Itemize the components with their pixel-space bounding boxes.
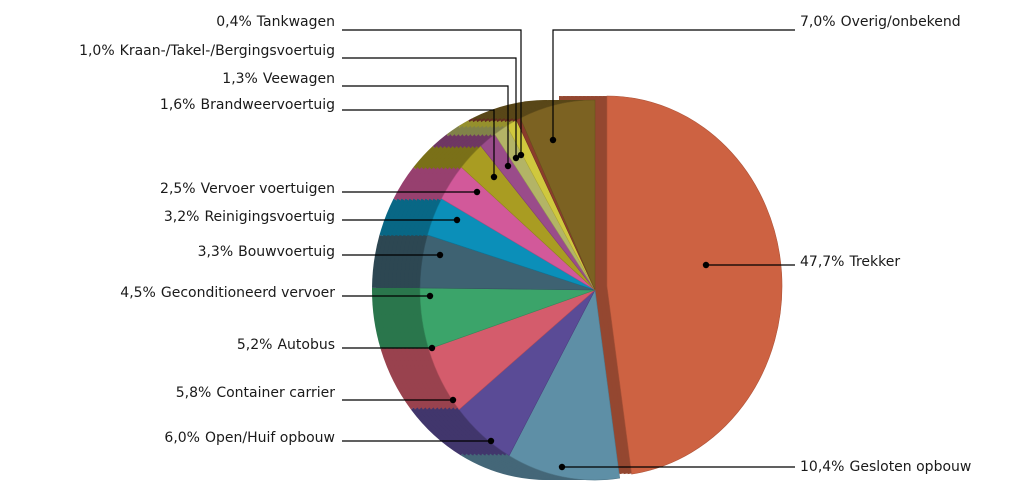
slice-label: 10,4% Gesloten opbouw (800, 459, 971, 475)
category-label: Bouwvoertuig (238, 244, 335, 260)
slice-label: 3,2% Reinigingsvoertuig (164, 209, 335, 225)
leader-dot (517, 151, 525, 159)
slice-label: 1,3% Veewagen (222, 71, 335, 87)
slice-label: 3,3% Bouwvoertuig (198, 244, 335, 260)
category-label: Vervoer voertuigen (201, 181, 335, 197)
slice-label: 5,8% Container carrier (176, 385, 335, 401)
category-label: Container carrier (216, 385, 335, 401)
value-label: 7,0% (800, 14, 836, 30)
category-label: Kraan-/Takel-/Bergingsvoertuig (120, 43, 335, 59)
leader-dot (428, 344, 436, 352)
leader-line (342, 57, 517, 158)
category-label: Tankwagen (256, 14, 335, 30)
leader-dot (504, 162, 512, 170)
slice-label: 1,0% Kraan-/Takel-/Bergingsvoertuig (79, 43, 335, 59)
slice (606, 95, 783, 475)
slice-label: 1,6% Brandweervoertuig (160, 97, 335, 113)
value-label: 1,3% (222, 71, 258, 87)
leader-line (342, 85, 509, 166)
leader-dot (549, 136, 557, 144)
category-label: Overig/onbekend (841, 14, 961, 30)
category-label: Veewagen (263, 71, 335, 87)
category-label: Gesloten opbouw (849, 459, 971, 475)
slice-label: 6,0% Open/Huif opbouw (164, 430, 335, 446)
leader-dot (487, 437, 495, 445)
value-label: 6,0% (164, 430, 200, 446)
category-label: Reinigingsvoertuig (204, 209, 335, 225)
leader-dot (436, 251, 444, 259)
category-label: Brandweervoertuig (201, 97, 336, 113)
slice-label: 7,0% Overig/onbekend (800, 14, 961, 30)
leader-line (342, 109, 495, 177)
value-label: 1,0% (79, 43, 115, 59)
category-label: Trekker (848, 254, 900, 270)
category-label: Geconditioneerd vervoer (161, 285, 335, 301)
leader-dot (702, 261, 710, 269)
value-label: 3,3% (198, 244, 234, 260)
value-label: 47,7% (800, 254, 844, 270)
leader-line (342, 29, 522, 155)
leader-dot (453, 216, 461, 224)
value-label: 3,2% (164, 209, 200, 225)
value-label: 2,5% (160, 181, 196, 197)
value-label: 5,2% (237, 337, 273, 353)
leader-line (552, 29, 795, 140)
leader-dot (558, 463, 566, 471)
leader-dot (490, 173, 498, 181)
slice (508, 289, 621, 481)
value-label: 1,6% (160, 97, 196, 113)
category-label: Autobus (277, 337, 335, 353)
value-label: 10,4% (800, 459, 844, 475)
slice-label: 5,2% Autobus (237, 337, 335, 353)
leader-dot (426, 292, 434, 300)
slice-label: 2,5% Vervoer voertuigen (160, 181, 335, 197)
slice-label: 0,4% Tankwagen (216, 14, 335, 30)
value-label: 4,5% (120, 285, 156, 301)
leader-dot (473, 188, 481, 196)
slice-label: 4,5% Geconditioneerd vervoer (120, 285, 335, 301)
leader-dot (449, 396, 457, 404)
category-label: Open/Huif opbouw (205, 430, 335, 446)
value-label: 5,8% (176, 385, 212, 401)
value-label: 0,4% (216, 14, 252, 30)
slice-label: 47,7% Trekker (800, 254, 900, 270)
leader-dot (512, 154, 520, 162)
